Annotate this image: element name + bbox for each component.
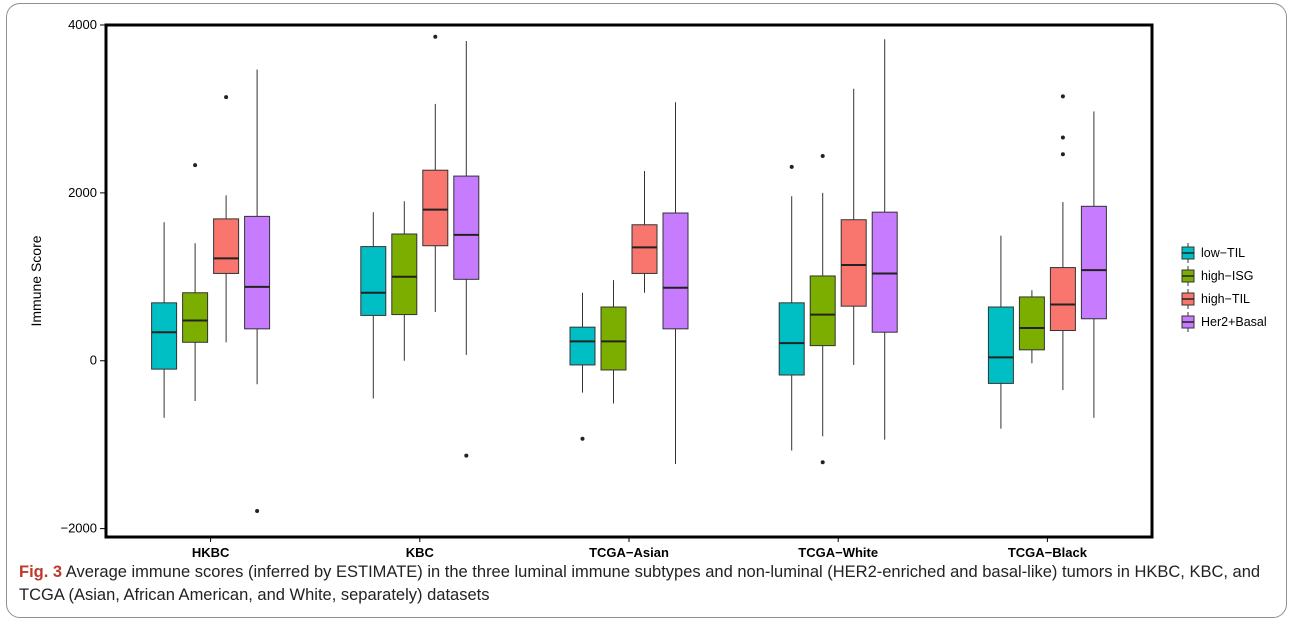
box-2-0 xyxy=(213,95,240,343)
box-2-3 xyxy=(840,88,867,365)
boxes-layer xyxy=(151,34,1107,513)
box-body xyxy=(422,169,449,247)
box-body xyxy=(631,224,658,274)
outlier-point xyxy=(820,153,825,158)
box-2-4 xyxy=(1049,94,1076,391)
box-0-3 xyxy=(778,164,805,451)
x-tick-label: KBC xyxy=(406,545,435,560)
legend-label: Her2+Basal xyxy=(1201,315,1267,329)
y-axis: −2000 0 2000 4000 xyxy=(60,17,106,536)
box-2-1 xyxy=(422,34,449,313)
box-body xyxy=(244,215,271,330)
box-1-0 xyxy=(182,163,209,402)
box-body xyxy=(1080,205,1107,320)
figure-label: Fig. 3 xyxy=(19,563,63,581)
box-0-0 xyxy=(151,222,178,418)
box-body xyxy=(778,302,805,376)
legend-item: low−TIL xyxy=(1181,243,1245,263)
legend-item: Her2+Basal xyxy=(1181,312,1267,332)
box-1-1 xyxy=(391,201,418,361)
box-body xyxy=(1049,267,1076,332)
x-tick-label: TCGA−Black xyxy=(1008,545,1088,560)
box-1-2 xyxy=(600,280,627,404)
figure-caption: Fig. 3 Average immune scores (inferred b… xyxy=(19,561,1269,607)
box-body xyxy=(840,219,867,307)
outlier-point xyxy=(820,460,825,465)
box-body xyxy=(151,302,178,370)
y-tick-label: 0 xyxy=(90,353,97,368)
box-body xyxy=(871,211,898,333)
outlier-point xyxy=(1060,94,1065,99)
box-body xyxy=(1018,296,1045,351)
legend-item: high−TIL xyxy=(1181,289,1250,309)
legend-label: low−TIL xyxy=(1201,246,1245,260)
box-0-4 xyxy=(987,235,1014,429)
box-plot: −2000 0 2000 4000 HKBC KBC TCGA−Asian TCGA−Whi… xyxy=(28,17,1267,560)
outlier-point xyxy=(580,436,585,441)
box-body xyxy=(600,306,627,371)
legend: low−TIL high−ISG high−TIL Her2+Basal xyxy=(1181,243,1267,332)
x-tick-label: TCGA−White xyxy=(798,545,878,560)
outlier-point xyxy=(224,95,229,100)
box-3-0 xyxy=(244,69,271,513)
box-body xyxy=(182,292,209,343)
outlier-point xyxy=(255,508,260,513)
outlier-point xyxy=(1060,135,1065,140)
box-3-1 xyxy=(453,40,480,458)
box-body xyxy=(809,275,836,347)
box-body xyxy=(360,246,387,316)
box-body xyxy=(391,233,418,316)
outlier-point xyxy=(1060,152,1065,157)
box-body xyxy=(569,326,596,366)
outlier-point xyxy=(789,164,794,169)
legend-label: high−TIL xyxy=(1201,292,1250,306)
x-tick-label: HKBC xyxy=(192,545,230,560)
legend-item: high−ISG xyxy=(1181,266,1253,286)
y-tick-label: 2000 xyxy=(68,185,97,200)
box-0-2 xyxy=(569,292,596,441)
y-tick-label: −2000 xyxy=(60,521,97,536)
box-2-2 xyxy=(631,171,658,293)
legend-label: high−ISG xyxy=(1201,269,1253,283)
y-axis-title: Immune Score xyxy=(28,235,44,326)
box-1-3 xyxy=(809,153,836,465)
box-body xyxy=(987,306,1014,384)
box-3-2 xyxy=(662,102,689,464)
box-1-4 xyxy=(1018,290,1045,364)
x-tick-label: TCGA−Asian xyxy=(589,545,669,560)
caption-text: Average immune scores (inferred by ESTIM… xyxy=(19,563,1261,604)
box-3-4 xyxy=(1080,111,1107,418)
box-3-3 xyxy=(871,39,898,440)
box-body xyxy=(662,212,689,330)
box-body xyxy=(213,218,240,274)
box-body xyxy=(453,175,480,280)
y-tick-label: 4000 xyxy=(68,17,97,32)
outlier-point xyxy=(433,34,438,39)
outlier-point xyxy=(464,453,469,458)
x-axis: HKBC KBC TCGA−Asian TCGA−White TCGA−Black xyxy=(192,537,1088,560)
outlier-point xyxy=(193,163,198,168)
box-0-1 xyxy=(360,212,387,399)
